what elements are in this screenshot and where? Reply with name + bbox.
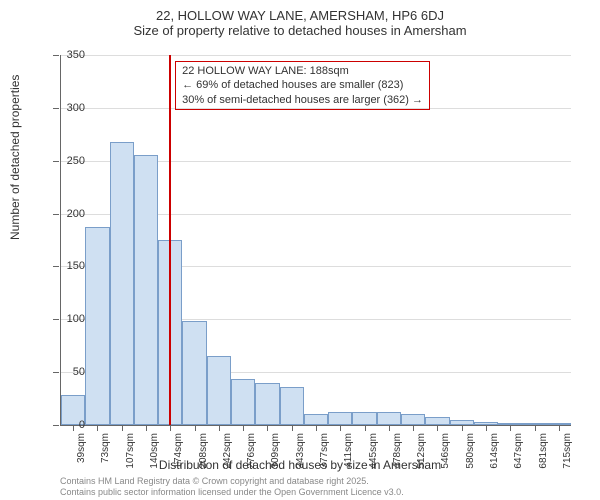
x-tick-label: 377sqm bbox=[319, 433, 330, 469]
y-tick-label: 0 bbox=[55, 419, 85, 431]
x-tick bbox=[316, 426, 317, 431]
gridline bbox=[61, 55, 571, 56]
histogram-bar bbox=[231, 379, 255, 426]
histogram-bar bbox=[547, 423, 571, 425]
x-tick-label: 174sqm bbox=[173, 433, 184, 469]
histogram-bar bbox=[425, 417, 449, 425]
x-tick-label: 546sqm bbox=[440, 433, 451, 469]
y-tick-label: 150 bbox=[55, 260, 85, 272]
histogram-bar bbox=[401, 414, 425, 425]
x-tick bbox=[535, 426, 536, 431]
x-tick-label: 445sqm bbox=[368, 433, 379, 469]
y-tick-label: 300 bbox=[55, 102, 85, 114]
y-tick-label: 250 bbox=[55, 155, 85, 167]
histogram-bar bbox=[498, 423, 522, 425]
chart-footer: Contains HM Land Registry data © Crown c… bbox=[60, 476, 404, 498]
x-tick bbox=[413, 426, 414, 431]
x-tick-label: 411sqm bbox=[343, 433, 354, 468]
x-tick-label: 140sqm bbox=[149, 433, 160, 469]
footer-line-1: Contains HM Land Registry data © Crown c… bbox=[60, 476, 404, 487]
histogram-bar bbox=[352, 412, 376, 425]
reference-line bbox=[169, 55, 171, 425]
chart-title-main: 22, HOLLOW WAY LANE, AMERSHAM, HP6 6DJ bbox=[0, 0, 600, 23]
x-tick-label: 343sqm bbox=[295, 433, 306, 469]
x-tick bbox=[462, 426, 463, 431]
histogram-bar bbox=[280, 387, 304, 425]
histogram-bar bbox=[377, 412, 401, 425]
x-tick bbox=[389, 426, 390, 431]
x-tick bbox=[97, 426, 98, 431]
y-tick-label: 200 bbox=[55, 208, 85, 220]
x-tick bbox=[122, 426, 123, 431]
histogram-bar bbox=[255, 383, 279, 425]
annotation-line: ← 69% of detached houses are smaller (82… bbox=[182, 78, 423, 92]
x-tick-label: 309sqm bbox=[270, 433, 281, 469]
x-tick-label: 647sqm bbox=[513, 433, 524, 469]
y-tick-label: 350 bbox=[55, 49, 85, 61]
x-tick-label: 107sqm bbox=[125, 433, 136, 469]
x-tick-label: 242sqm bbox=[222, 433, 233, 469]
x-tick-label: 614sqm bbox=[489, 433, 500, 469]
x-tick bbox=[340, 426, 341, 431]
x-tick-label: 73sqm bbox=[100, 433, 111, 463]
histogram-bar bbox=[207, 356, 231, 425]
histogram-bar bbox=[304, 414, 328, 425]
x-tick-label: 276sqm bbox=[246, 433, 257, 469]
y-tick-label: 50 bbox=[55, 366, 85, 378]
x-tick-label: 580sqm bbox=[465, 433, 476, 469]
histogram-bar bbox=[85, 227, 109, 425]
x-tick-label: 208sqm bbox=[198, 433, 209, 469]
x-tick bbox=[510, 426, 511, 431]
x-tick bbox=[365, 426, 366, 431]
y-tick-label: 100 bbox=[55, 313, 85, 325]
x-tick bbox=[292, 426, 293, 431]
annotation-box: 22 HOLLOW WAY LANE: 188sqm← 69% of detac… bbox=[175, 61, 430, 110]
histogram-bar bbox=[522, 423, 546, 425]
plot-area: 22 HOLLOW WAY LANE: 188sqm← 69% of detac… bbox=[60, 55, 571, 426]
histogram-bar bbox=[450, 420, 474, 425]
histogram-bar bbox=[474, 422, 498, 425]
chart-container: 22, HOLLOW WAY LANE, AMERSHAM, HP6 6DJ S… bbox=[0, 0, 600, 500]
y-axis-label: Number of detached properties bbox=[8, 75, 22, 240]
histogram-bar bbox=[328, 412, 352, 425]
x-tick-label: 681sqm bbox=[538, 433, 549, 469]
x-tick bbox=[219, 426, 220, 431]
x-tick-label: 478sqm bbox=[392, 433, 403, 469]
annotation-line: 22 HOLLOW WAY LANE: 188sqm bbox=[182, 64, 423, 78]
x-tick bbox=[486, 426, 487, 431]
x-tick-label: 715sqm bbox=[562, 433, 573, 469]
x-tick bbox=[146, 426, 147, 431]
x-tick bbox=[437, 426, 438, 431]
footer-line-2: Contains public sector information licen… bbox=[60, 487, 404, 498]
x-tick-label: 39sqm bbox=[76, 433, 87, 463]
histogram-bar bbox=[134, 155, 158, 425]
histogram-bar bbox=[110, 142, 134, 425]
annotation-line: 30% of semi-detached houses are larger (… bbox=[182, 93, 423, 107]
x-tick bbox=[195, 426, 196, 431]
histogram-bar bbox=[182, 321, 206, 425]
x-tick-label: 512sqm bbox=[416, 433, 427, 469]
x-tick bbox=[559, 426, 560, 431]
x-tick bbox=[267, 426, 268, 431]
x-tick bbox=[170, 426, 171, 431]
chart-title-sub: Size of property relative to detached ho… bbox=[0, 23, 600, 42]
x-tick bbox=[243, 426, 244, 431]
